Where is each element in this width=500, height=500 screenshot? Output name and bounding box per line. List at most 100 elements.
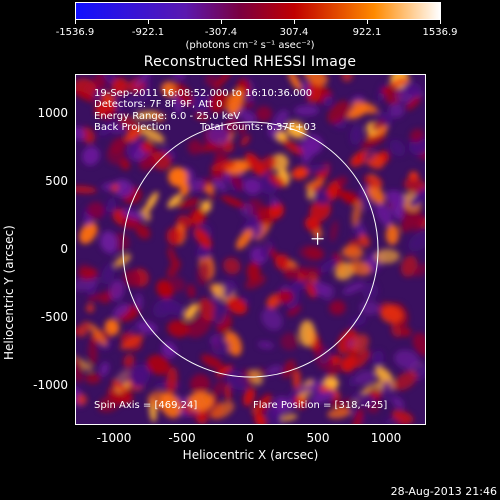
emission-blob <box>245 152 265 176</box>
emission-blob <box>205 75 218 87</box>
emission-blob <box>318 258 339 274</box>
emission-blob <box>76 393 88 406</box>
emission-blob <box>111 77 129 96</box>
emission-blob <box>161 146 177 159</box>
colorbar-gradient <box>76 3 440 19</box>
emission-blob <box>275 254 290 270</box>
emission-blob <box>243 387 256 407</box>
colorbar-tick-mark <box>75 19 76 24</box>
emission-blob <box>200 354 224 370</box>
emission-blob <box>193 227 212 249</box>
emission-blob <box>245 275 266 289</box>
emission-blob <box>114 253 132 268</box>
emission-blob <box>151 151 172 171</box>
emission-blob <box>351 334 369 353</box>
flare-position-label: Flare Position = [318,-425] <box>253 400 388 411</box>
emission-blob <box>341 245 364 260</box>
emission-blob <box>353 151 365 166</box>
emission-blob <box>325 179 342 201</box>
emission-blob <box>276 290 294 304</box>
emission-blob <box>196 260 211 286</box>
emission-blob <box>400 255 418 277</box>
emission-blob <box>161 341 177 358</box>
emission-blob <box>412 364 425 378</box>
y-tick-label: -500 <box>40 310 68 324</box>
emission-blob <box>354 370 376 385</box>
emission-blob <box>375 202 393 226</box>
emission-blob <box>111 379 127 392</box>
emission-blob <box>224 383 232 402</box>
emission-blob <box>124 126 142 142</box>
emission-blob <box>381 384 395 402</box>
info-line-time: 19-Sep-2011 16:08:52.000 to 16:10:36.000 <box>94 88 313 99</box>
emission-blob <box>305 281 317 299</box>
emission-blob <box>409 128 424 143</box>
emission-blob <box>103 110 116 121</box>
colorbar-tick-label: 922.1 <box>352 27 382 38</box>
emission-blob <box>210 161 236 172</box>
emission-blob <box>166 227 183 246</box>
flare-marker-icon <box>311 232 324 245</box>
emission-blob <box>259 156 277 172</box>
emission-blob <box>354 349 370 368</box>
emission-blob <box>389 139 406 157</box>
colorbar-tick-mark <box>294 19 295 24</box>
emission-blob <box>329 300 346 316</box>
emission-blob <box>301 81 310 96</box>
emission-blob <box>220 195 246 208</box>
emission-blob <box>226 88 245 116</box>
emission-blob <box>298 320 316 347</box>
emission-blob <box>171 75 186 80</box>
emission-blob <box>363 149 376 162</box>
emission-blob <box>400 218 413 233</box>
info-line-method: Back Projection <box>94 122 171 133</box>
y-axis-label: Heliocentric Y (arcsec) <box>2 225 16 360</box>
emission-blob <box>405 96 421 111</box>
emission-blob <box>414 263 425 277</box>
colorbar-tick-mark <box>367 19 368 24</box>
emission-blob <box>156 279 174 299</box>
emission-blob <box>282 139 303 155</box>
y-tick-label: 1000 <box>37 106 68 120</box>
emission-blob <box>85 372 101 384</box>
emission-blob <box>205 184 215 195</box>
emission-blob <box>374 249 400 264</box>
emission-blob <box>327 407 351 419</box>
emission-blob <box>254 412 267 424</box>
colorbar-tick-label: -922.1 <box>131 27 165 38</box>
emission-blob <box>241 111 256 124</box>
emission-blob <box>239 122 246 136</box>
emission-blob <box>342 281 365 295</box>
emission-blob <box>287 305 302 317</box>
emission-blob <box>100 91 116 105</box>
rhessi-image <box>76 75 425 424</box>
emission-blob <box>106 146 126 165</box>
emission-blob <box>83 215 93 226</box>
colorbar-tick-mark <box>148 19 149 24</box>
emission-blob <box>266 407 284 424</box>
emission-blob <box>194 113 209 121</box>
colorbar-tick-mark <box>440 19 441 24</box>
emission-blob <box>116 369 133 384</box>
emission-blob <box>359 194 374 211</box>
x-tick-label: 500 <box>306 431 330 445</box>
emission-blob <box>281 359 296 379</box>
emission-blob <box>190 178 205 192</box>
emission-blob <box>358 234 370 248</box>
emission-blob <box>223 257 241 275</box>
emission-blob <box>134 75 153 88</box>
emission-blob <box>210 401 235 420</box>
emission-blob <box>268 173 286 188</box>
x-tick-label: 1000 <box>370 431 402 445</box>
emission-blob <box>98 121 118 136</box>
footer-date: 28-Aug-2013 21:46 <box>390 485 497 498</box>
emission-blob <box>187 315 212 338</box>
emission-blob <box>236 229 253 250</box>
colorbar-tick-mark <box>221 19 222 24</box>
emission-blob <box>242 214 258 235</box>
emission-blob <box>268 202 284 219</box>
image-plot <box>75 74 426 425</box>
emission-blob <box>327 100 351 124</box>
emission-blob <box>323 95 333 107</box>
emission-blob <box>261 308 283 331</box>
